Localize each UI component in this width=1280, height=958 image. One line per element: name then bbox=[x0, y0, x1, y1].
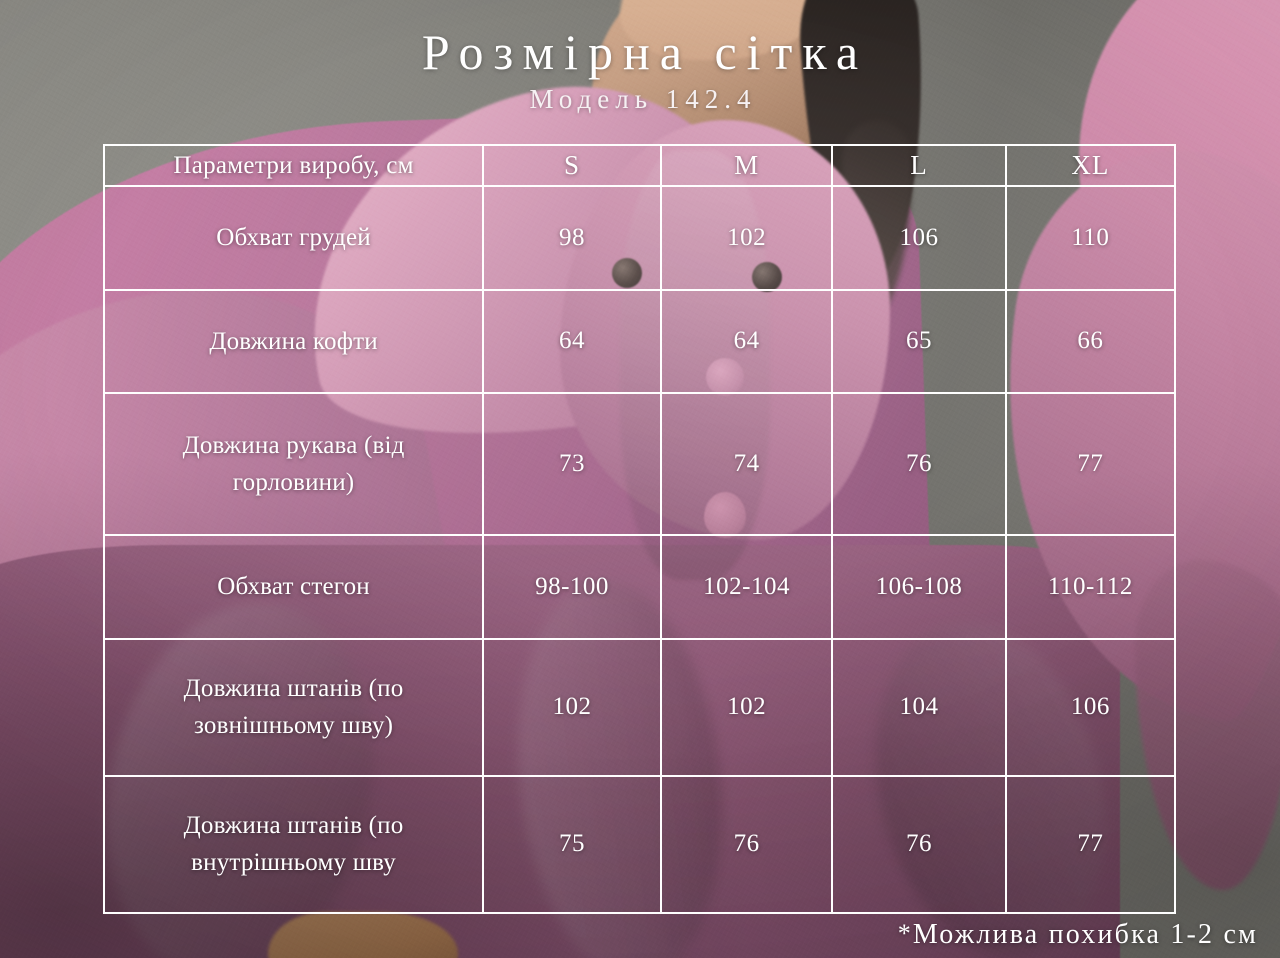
cell-m: 102 bbox=[659, 637, 834, 777]
table-row: Довжина рукава (від горловини) 73 74 76 … bbox=[102, 392, 1177, 537]
table-row: Обхват грудей 98 102 106 110 bbox=[102, 185, 1177, 291]
column-header-l: L bbox=[831, 144, 1007, 187]
cell-s: 73 bbox=[482, 392, 662, 537]
cell-m: 102 bbox=[659, 185, 834, 291]
table-row: Довжина кофти 64 64 65 66 bbox=[102, 288, 1177, 395]
page-title: Розмірна сітка bbox=[421, 24, 869, 80]
asterisk-icon: * bbox=[897, 919, 913, 948]
cell-m: 74 bbox=[659, 392, 834, 537]
cell-xl: 77 bbox=[1004, 774, 1177, 915]
cell-s: 75 bbox=[482, 774, 662, 915]
row-label: Довжина штанів (по внутрішньому шву bbox=[102, 774, 485, 915]
row-label: Обхват грудей bbox=[102, 185, 485, 291]
cell-xl: 110-112 bbox=[1004, 534, 1177, 640]
cell-xl: 66 bbox=[1004, 288, 1177, 395]
row-label-line-2: горловини) bbox=[232, 469, 355, 497]
row-label: Довжина рукава (від горловини) bbox=[102, 392, 485, 537]
table-row: Обхват стегон 98-100 102-104 106-108 110… bbox=[102, 534, 1177, 640]
row-label: Обхват стегон bbox=[102, 534, 485, 640]
cell-s: 64 bbox=[482, 288, 662, 395]
cell-l: 65 bbox=[831, 288, 1007, 395]
cell-l: 76 bbox=[831, 392, 1007, 537]
column-header-m: M bbox=[659, 144, 834, 187]
cell-xl: 77 bbox=[1004, 392, 1177, 537]
column-header-xl: XL bbox=[1004, 144, 1177, 187]
row-label: Довжина кофти bbox=[102, 288, 485, 395]
cell-l: 104 bbox=[831, 637, 1007, 777]
title-block: Розмірна сітка Модель 142.4 bbox=[0, 26, 1280, 115]
row-label-line-1: Довжина штанів (по bbox=[183, 811, 404, 839]
cell-l: 106 bbox=[831, 185, 1007, 291]
row-label-line-1: Довжина штанів (по bbox=[183, 674, 404, 702]
cell-xl: 110 bbox=[1004, 185, 1177, 291]
row-label-line-2: внутрішньому шву bbox=[191, 849, 396, 877]
size-table: Параметри виробу, см S M L XL Обхват гру… bbox=[102, 144, 1177, 915]
cell-l: 76 bbox=[831, 774, 1007, 915]
cell-m: 64 bbox=[659, 288, 834, 395]
column-header-parameters: Параметри виробу, см bbox=[102, 144, 485, 187]
cell-m: 102-104 bbox=[659, 534, 834, 640]
size-table-container: Параметри виробу, см S M L XL Обхват гру… bbox=[102, 144, 1177, 915]
cell-m: 76 bbox=[659, 774, 834, 915]
row-label: Довжина штанів (по зовнішньому шву) bbox=[102, 637, 485, 777]
table-row: Довжина штанів (по зовнішньому шву) 102 … bbox=[102, 637, 1177, 777]
column-header-s: S bbox=[482, 144, 662, 187]
cell-xl: 106 bbox=[1004, 637, 1177, 777]
tolerance-note-text: Можлива похибка 1-2 см bbox=[912, 919, 1258, 950]
cell-l: 106-108 bbox=[831, 534, 1007, 640]
cell-s: 98-100 bbox=[482, 534, 662, 640]
cell-s: 98 bbox=[482, 185, 662, 291]
tolerance-note: *Можлива похибка 1-2 см bbox=[898, 919, 1258, 951]
row-label-line-1: Довжина рукава (від bbox=[182, 431, 405, 459]
table-header-row: Параметри виробу, см S M L XL bbox=[102, 144, 1177, 187]
page-subtitle: Модель 142.4 bbox=[529, 84, 757, 114]
row-label-line-2: зовнішньому шву) bbox=[193, 712, 394, 740]
table-row: Довжина штанів (по внутрішньому шву 75 7… bbox=[102, 774, 1177, 915]
cell-s: 102 bbox=[482, 637, 662, 777]
